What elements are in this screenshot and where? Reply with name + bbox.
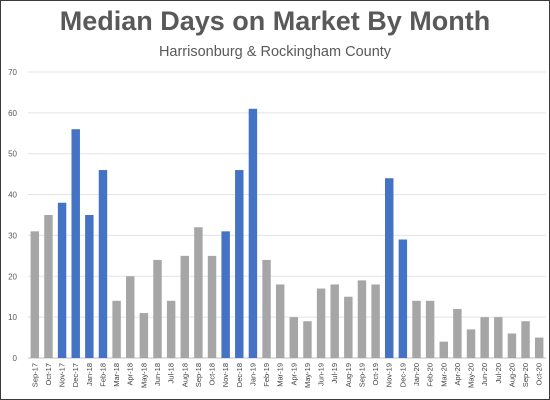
x-tick-label: Dec-18 xyxy=(235,363,244,387)
x-tick-label: Jan-19 xyxy=(248,363,257,386)
bar-Mar-19 xyxy=(275,284,285,358)
bar-Dec-19 xyxy=(398,239,408,358)
bar-Sep-19 xyxy=(357,280,367,358)
x-tick-label: Nov-19 xyxy=(385,363,394,387)
x-tick-label: Jul-18 xyxy=(167,363,176,383)
y-tick-label: 30 xyxy=(8,231,17,240)
x-tick-label: Sep-17 xyxy=(30,363,39,387)
bar-Jan-19 xyxy=(248,108,258,359)
bar-Jan-18 xyxy=(85,215,94,358)
bar-Jul-20 xyxy=(494,317,503,358)
bar-Jun-18 xyxy=(153,259,162,358)
bar-Dec-18 xyxy=(235,170,244,358)
x-tick-label: Oct-18 xyxy=(208,363,217,386)
y-tick-label: 0 xyxy=(13,354,18,363)
x-axis-ticks: Sep-17 Oct-17 Nov-17 Dec-17 Jan-18 Feb-18 Mar-… xyxy=(30,363,543,388)
bar-Jan-20 xyxy=(412,300,421,358)
bar-Nov-17 xyxy=(57,202,67,358)
bar-May-20 xyxy=(466,329,476,358)
x-tick-label: Oct-19 xyxy=(371,363,380,386)
bar-Apr-18 xyxy=(126,276,135,358)
bars xyxy=(30,108,544,359)
bar-Oct-20 xyxy=(534,337,544,358)
bar-Nov-18 xyxy=(221,231,230,358)
chart-subtitle: Harrisonburg & Rockingham County xyxy=(158,44,392,60)
chart-title: Median Days on Market By Month xyxy=(59,6,491,36)
bar-Mar-18 xyxy=(112,300,121,358)
x-tick-label: Apr-18 xyxy=(126,363,135,386)
y-tick-label: 60 xyxy=(8,109,17,118)
x-tick-label: Feb-19 xyxy=(262,363,271,387)
bar-Aug-18 xyxy=(180,255,189,358)
x-tick-label: Apr-20 xyxy=(453,363,462,386)
x-tick-label: Feb-18 xyxy=(98,363,107,387)
bar-Aug-19 xyxy=(344,296,353,358)
bar-May-19 xyxy=(303,321,312,358)
x-tick-label: Aug-18 xyxy=(180,363,189,387)
bar-Feb-20 xyxy=(425,300,435,358)
x-tick-label: Sep-19 xyxy=(357,363,366,387)
x-tick-label: Aug-20 xyxy=(507,363,516,387)
y-tick-label: 10 xyxy=(8,313,17,322)
bar-Sep-17 xyxy=(30,231,40,358)
x-tick-label: Jun-20 xyxy=(480,363,489,386)
x-tick-label: Feb-20 xyxy=(426,363,435,387)
bar-Sep-18 xyxy=(194,227,203,358)
x-tick-label: Jul-19 xyxy=(330,363,339,383)
bar-Jun-19 xyxy=(316,288,326,358)
x-tick-label: Oct-20 xyxy=(535,363,544,386)
bar-Jun-20 xyxy=(480,317,489,358)
x-tick-label: Dec-19 xyxy=(398,363,407,387)
bar-Jul-18 xyxy=(166,300,176,358)
y-tick-label: 70 xyxy=(8,68,17,77)
bar-May-18 xyxy=(139,313,149,358)
bar-Feb-18 xyxy=(98,170,108,358)
x-tick-label: Apr-19 xyxy=(289,363,298,386)
x-tick-label: Oct-17 xyxy=(44,363,53,386)
x-tick-label: Nov-17 xyxy=(58,363,67,387)
bar-Oct-18 xyxy=(207,255,217,358)
bar-Sep-20 xyxy=(521,321,530,358)
bar-Apr-20 xyxy=(453,308,462,358)
bar-Dec-17 xyxy=(71,129,80,358)
bar-Oct-17 xyxy=(44,215,53,358)
bar-Nov-19 xyxy=(385,178,394,358)
x-tick-label: Jul-20 xyxy=(494,363,503,383)
x-tick-label: Mar-20 xyxy=(439,363,448,387)
bar-Mar-20 xyxy=(439,341,448,358)
x-tick-label: Jan-20 xyxy=(412,363,421,386)
y-axis-ticks: 0 10 20 30 40 50 60 70 xyxy=(8,68,17,363)
y-tick-label: 50 xyxy=(8,150,17,159)
bar-Oct-19 xyxy=(371,284,380,358)
bar-Feb-19 xyxy=(262,259,271,358)
bar-Jul-19 xyxy=(330,284,339,358)
x-tick-label: Sep-18 xyxy=(194,363,203,387)
x-tick-label: Aug-19 xyxy=(344,363,353,387)
y-tick-label: 40 xyxy=(8,191,17,200)
x-tick-label: May-18 xyxy=(139,363,148,388)
x-tick-label: Jun-18 xyxy=(153,363,162,386)
x-tick-label: Sep-20 xyxy=(521,363,530,387)
bar-Aug-20 xyxy=(507,333,517,358)
x-tick-label: May-20 xyxy=(467,363,476,388)
y-tick-label: 20 xyxy=(8,272,17,281)
x-tick-label: Dec-17 xyxy=(71,363,80,387)
x-tick-label: Mar-19 xyxy=(276,363,285,387)
x-tick-label: May-19 xyxy=(303,363,312,388)
x-tick-label: Jun-19 xyxy=(317,363,326,386)
bar-Apr-19 xyxy=(289,317,299,358)
x-tick-label: Nov-18 xyxy=(221,363,230,387)
x-tick-label: Jan-18 xyxy=(85,363,94,386)
x-tick-label: Mar-18 xyxy=(112,363,121,387)
